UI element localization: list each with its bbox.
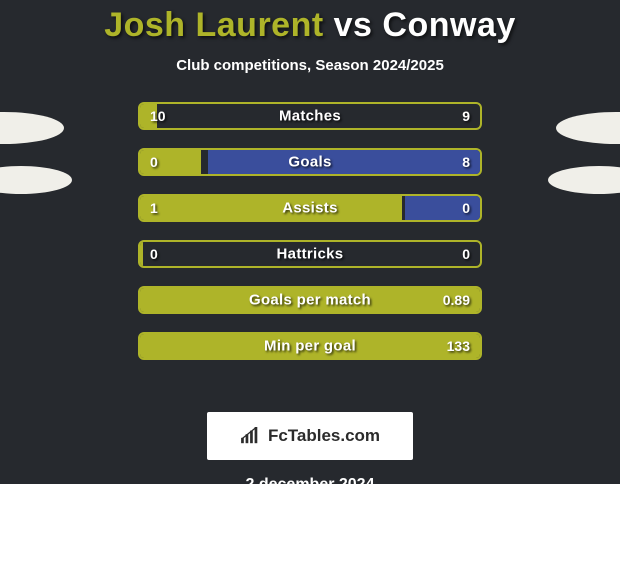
- stat-label: Goals per match: [249, 292, 371, 309]
- barchart-icon: [240, 427, 262, 445]
- stat-value-player1: 0: [150, 246, 158, 262]
- decor-ellipse: [556, 112, 620, 144]
- stat-label: Goals: [288, 154, 331, 171]
- stat-bar: 1 0 Assists: [138, 194, 482, 222]
- decor-ellipse: [0, 166, 72, 194]
- stats-arena: 109Matches08Goals10Assists00Hattricks0.8…: [0, 102, 620, 402]
- decor-ellipse: [548, 166, 620, 194]
- stat-value-player2: 8: [462, 154, 470, 170]
- stat-bar: 10 9 Matches: [138, 102, 482, 130]
- stat-value-player2: 133: [447, 338, 470, 354]
- bar-fill-player1: [140, 196, 402, 220]
- player1-name: Josh Laurent: [104, 6, 323, 44]
- decor-ellipse: [0, 112, 64, 144]
- stat-label: Hattricks: [277, 246, 344, 263]
- stat-bar: 0 8 Goals: [138, 148, 482, 176]
- stat-bar: 0 0 Hattricks: [138, 240, 482, 268]
- stat-bar: 0.89 Goals per match: [138, 286, 482, 314]
- logo-text: FcTables.com: [268, 426, 380, 446]
- logo-box: FcTables.com: [207, 412, 413, 460]
- stat-bars: 109Matches08Goals10Assists00Hattricks0.8…: [138, 102, 482, 360]
- stat-value-player1: 1: [150, 200, 158, 216]
- stat-value-player2: 9: [462, 108, 470, 124]
- card-subtitle: Club competitions, Season 2024/2025: [0, 57, 620, 74]
- stat-label: Assists: [282, 200, 337, 217]
- card-title: Josh Laurent vs Conway: [0, 0, 620, 45]
- stat-bar: 133 Min per goal: [138, 332, 482, 360]
- card-date: 2 december 2024: [0, 476, 620, 484]
- player2-name: Conway: [382, 6, 515, 44]
- bar-fill-player2: [208, 150, 480, 174]
- bar-fill-player1: [140, 242, 143, 266]
- stat-value-player2: 0: [462, 200, 470, 216]
- stat-value-player1: 0: [150, 154, 158, 170]
- stat-label: Min per goal: [264, 338, 356, 355]
- stat-value-player1: 10: [150, 108, 166, 124]
- stat-value-player2: 0.89: [443, 292, 470, 308]
- stat-value-player2: 0: [462, 246, 470, 262]
- stats-card: Josh Laurent vs Conway Club competitions…: [0, 0, 620, 484]
- vs-separator: vs: [334, 6, 373, 44]
- stat-label: Matches: [279, 108, 341, 125]
